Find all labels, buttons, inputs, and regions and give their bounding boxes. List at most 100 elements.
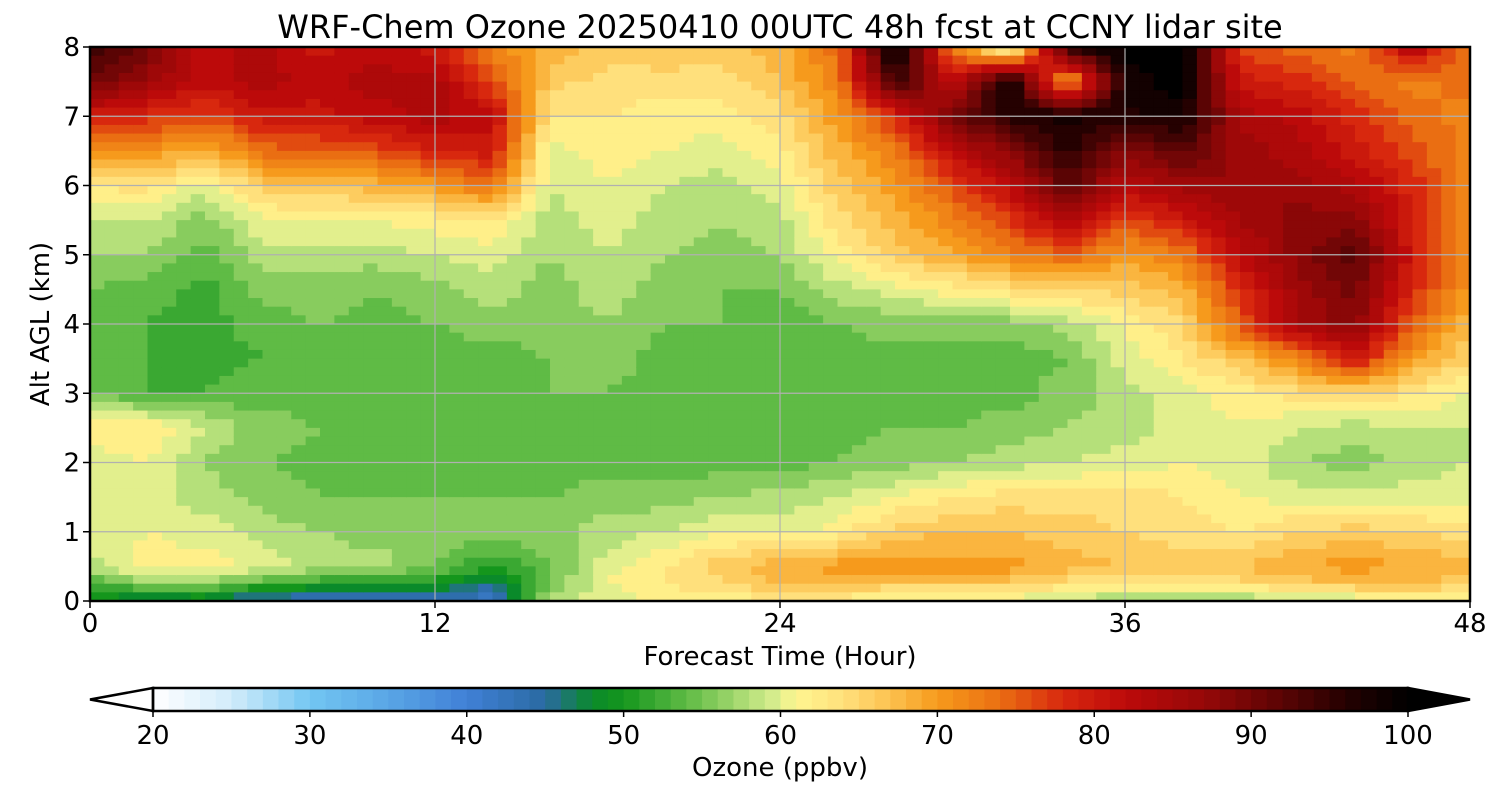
heatmap-cell xyxy=(420,133,436,143)
heatmap-cell xyxy=(535,436,551,446)
heatmap-cell xyxy=(233,298,249,308)
heatmap-cell xyxy=(693,540,709,550)
heatmap-cell xyxy=(650,254,666,265)
heatmap-cell xyxy=(564,272,580,282)
heatmap-cell xyxy=(305,332,321,342)
heatmap-cell xyxy=(966,185,982,195)
heatmap-cell xyxy=(665,272,680,282)
heatmap-cell xyxy=(104,47,120,57)
heatmap-cell xyxy=(176,176,192,187)
heatmap-cell xyxy=(765,324,781,334)
heatmap-cell xyxy=(751,272,767,282)
heatmap-cell xyxy=(665,332,680,342)
heatmap-cell xyxy=(780,497,795,507)
heatmap-cell xyxy=(1182,332,1198,342)
heatmap-cell xyxy=(449,419,465,429)
heatmap-cell xyxy=(693,254,709,265)
heatmap-cell xyxy=(176,272,192,282)
heatmap-cell xyxy=(665,375,680,386)
heatmap-cell xyxy=(305,107,321,117)
heatmap-cell xyxy=(391,497,407,507)
heatmap-cell xyxy=(780,531,795,542)
heatmap-cell xyxy=(1081,142,1097,152)
heatmap-cell xyxy=(391,150,407,161)
heatmap-cell xyxy=(219,566,235,576)
heatmap-cell xyxy=(765,263,781,273)
heatmap-cell xyxy=(104,237,120,247)
heatmap-cell xyxy=(823,263,839,273)
heatmap-cell xyxy=(391,194,407,204)
heatmap-cell xyxy=(895,523,910,533)
heatmap-cell xyxy=(995,237,1011,247)
heatmap-cell xyxy=(348,306,364,316)
heatmap-cell xyxy=(1010,280,1025,290)
heatmap-cell xyxy=(348,237,364,247)
heatmap-cell xyxy=(276,306,292,316)
heatmap-cell xyxy=(276,566,292,576)
heatmap-cell xyxy=(176,367,192,377)
heatmap-cell xyxy=(233,540,249,550)
heatmap-cell xyxy=(535,272,551,282)
heatmap-cell xyxy=(176,159,192,169)
heatmap-cell xyxy=(463,211,479,221)
heatmap-cell xyxy=(593,453,609,464)
heatmap-cell xyxy=(176,479,192,490)
heatmap-cell xyxy=(391,185,407,195)
heatmap-cell xyxy=(391,358,407,368)
heatmap-cell xyxy=(636,159,652,169)
heatmap-cell xyxy=(1081,341,1097,351)
heatmap-cell xyxy=(305,575,321,585)
heatmap-cell xyxy=(1182,315,1198,325)
heatmap-cell xyxy=(1153,315,1169,325)
heatmap-cell xyxy=(765,488,781,498)
heatmap-cell xyxy=(406,427,422,438)
heatmap-cell xyxy=(1110,523,1126,533)
heatmap-cell xyxy=(650,324,666,334)
heatmap-cell xyxy=(593,384,609,394)
heatmap-cell xyxy=(794,549,810,559)
heatmap-cell xyxy=(751,298,767,308)
heatmap-cell xyxy=(1196,107,1212,117)
heatmap-cell xyxy=(233,531,249,542)
heatmap-cell xyxy=(535,592,551,602)
heatmap-cell xyxy=(1139,445,1155,455)
heatmap-cell xyxy=(880,332,896,342)
heatmap-cell xyxy=(334,176,350,187)
heatmap-cell xyxy=(406,315,422,325)
heatmap-cell xyxy=(506,220,522,230)
heatmap-cell xyxy=(248,341,264,351)
heatmap-cell xyxy=(90,497,105,507)
heatmap-cell xyxy=(305,349,321,360)
heatmap-cell xyxy=(665,142,680,152)
heatmap-cell xyxy=(938,133,954,143)
heatmap-cell xyxy=(765,549,781,559)
heatmap-cell xyxy=(1024,549,1040,559)
heatmap-cell xyxy=(981,384,997,394)
heatmap-cell xyxy=(320,202,335,213)
heatmap-cell xyxy=(593,566,609,576)
heatmap-cell xyxy=(190,315,206,325)
heatmap-cell xyxy=(1038,401,1054,412)
heatmap-cell xyxy=(363,324,379,334)
heatmap-cell xyxy=(506,254,522,265)
heatmap-cell xyxy=(722,90,738,100)
heatmap-cell xyxy=(880,427,896,438)
heatmap-cell xyxy=(550,427,565,438)
heatmap-cell xyxy=(248,272,264,282)
heatmap-cell xyxy=(938,254,954,265)
heatmap-cell xyxy=(837,471,853,481)
heatmap-cell xyxy=(1067,367,1083,377)
heatmap-cell xyxy=(708,168,724,178)
heatmap-cell xyxy=(1110,471,1126,481)
heatmap-cell xyxy=(621,289,637,299)
heatmap-cell xyxy=(1196,298,1212,308)
heatmap-cell xyxy=(478,488,494,498)
heatmap-cell xyxy=(248,549,264,559)
heatmap-cell xyxy=(665,159,680,169)
heatmap-cell xyxy=(506,116,522,126)
heatmap-cell xyxy=(478,211,494,221)
heatmap-cell xyxy=(866,575,882,585)
heatmap-cell xyxy=(1067,289,1083,299)
heatmap-cell xyxy=(995,116,1011,126)
heatmap-cell xyxy=(593,410,609,420)
